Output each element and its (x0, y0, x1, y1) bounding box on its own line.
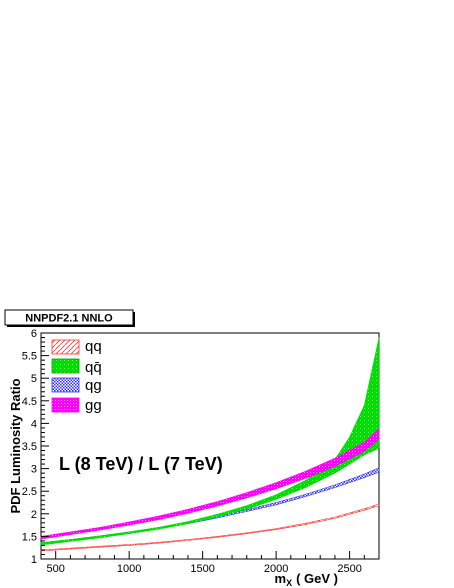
chart-title-box: NNPDF2.1 NNLO (4, 309, 135, 327)
band-qq (40, 503, 380, 552)
chart-title: NNPDF2.1 NNLO (25, 313, 113, 325)
y-tick-label: 6 (31, 328, 37, 340)
y-tick-label: 2 (31, 509, 37, 521)
title-box-frame (4, 309, 134, 326)
y-tick-label: 3.5 (22, 441, 37, 453)
band-layer (40, 337, 380, 552)
y-tick-label: 4 (31, 418, 37, 430)
legend-swatch-qqbar (51, 358, 80, 374)
x-tick-label: 2000 (264, 563, 288, 575)
legend-label-qqbar: qq̄ (85, 359, 102, 376)
tick-layer: 500 1000 1500 2000 2500 1 1.5 2 2.5 3 3.5 4 4.5 5 5.5 6 (22, 328, 380, 575)
band-gg (40, 428, 380, 540)
x-axis-label: mX ( GeV ) (275, 571, 338, 588)
x-axis-label-unit: ( GeV ) (296, 571, 338, 586)
x-tick-label: 2500 (337, 563, 361, 575)
legend: qq qq̄ qg gg (51, 338, 102, 414)
y-tick-label: 4.5 (22, 396, 37, 408)
y-axis-label: PDF Luminosity Ratio (8, 378, 23, 513)
y-tick-label: 5 (31, 373, 37, 385)
band-qqbar (40, 337, 380, 546)
x-tick-label: 500 (47, 563, 65, 575)
x-axis-label-sub: X (286, 578, 292, 588)
y-tick-label: 5.5 (22, 351, 37, 363)
y-tick-label: 2.5 (22, 486, 37, 498)
y-tick-label: 3 (31, 464, 37, 476)
x-tick-label: 1000 (117, 563, 141, 575)
x-axis-label-main: m (275, 571, 287, 586)
legend-swatch-qg (51, 377, 80, 393)
y-tick-label: 1.5 (22, 531, 37, 543)
legend-swatch-qq (51, 339, 80, 355)
legend-swatch-gg (51, 397, 80, 413)
energy-ratio-annotation: L (8 TeV) / L (7 TeV) (59, 454, 223, 474)
legend-label-qq: qq (85, 338, 102, 355)
legend-label-qg: qg (85, 377, 102, 394)
legend-label-gg: gg (85, 397, 102, 414)
y-tick-label: 1 (31, 554, 37, 566)
x-tick-label: 1500 (190, 563, 214, 575)
